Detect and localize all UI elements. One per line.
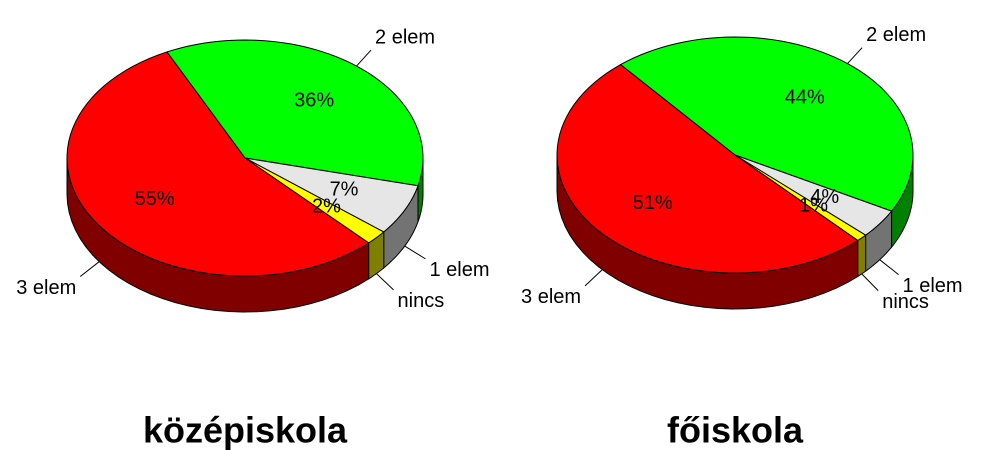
value-label: 55%: [135, 188, 175, 210]
leader-line: [879, 259, 899, 276]
pie-slice-side: [857, 234, 867, 278]
pie-slice: [244, 157, 385, 244]
pie-slice: [166, 39, 424, 187]
category-label: 3 elem: [16, 277, 76, 299]
value-label: 36%: [294, 89, 334, 111]
pie-slice: [734, 154, 893, 236]
leader-line: [376, 273, 394, 291]
category-label: nincs: [882, 291, 929, 313]
leader-line: [584, 269, 603, 287]
pie-slice: [556, 64, 859, 274]
value-label: 4%: [810, 186, 839, 208]
category-label: 1 elem: [903, 275, 963, 297]
value-label: 1%: [799, 195, 828, 217]
pie-slice: [66, 51, 370, 277]
value-label: 7%: [330, 179, 359, 201]
leader-line: [404, 245, 426, 260]
category-label: 1 elem: [429, 259, 489, 281]
value-label: 51%: [633, 192, 673, 214]
chart-title: főiskola: [667, 410, 804, 450]
category-label: 3 elem: [521, 286, 581, 308]
category-label: nincs: [398, 290, 445, 312]
leader-line: [79, 261, 100, 277]
leader-line: [847, 47, 863, 64]
pie-slice: [244, 157, 419, 233]
value-label: 2%: [312, 196, 341, 218]
pie-slice: [734, 154, 867, 242]
leader-line: [861, 273, 879, 291]
value-label: 44%: [785, 87, 825, 109]
category-label: 2 elem: [866, 24, 926, 46]
chart-title: középiskola: [143, 410, 348, 450]
pie-slice: [619, 36, 914, 212]
category-label: 2 elem: [375, 26, 435, 48]
leader-line: [356, 49, 372, 67]
